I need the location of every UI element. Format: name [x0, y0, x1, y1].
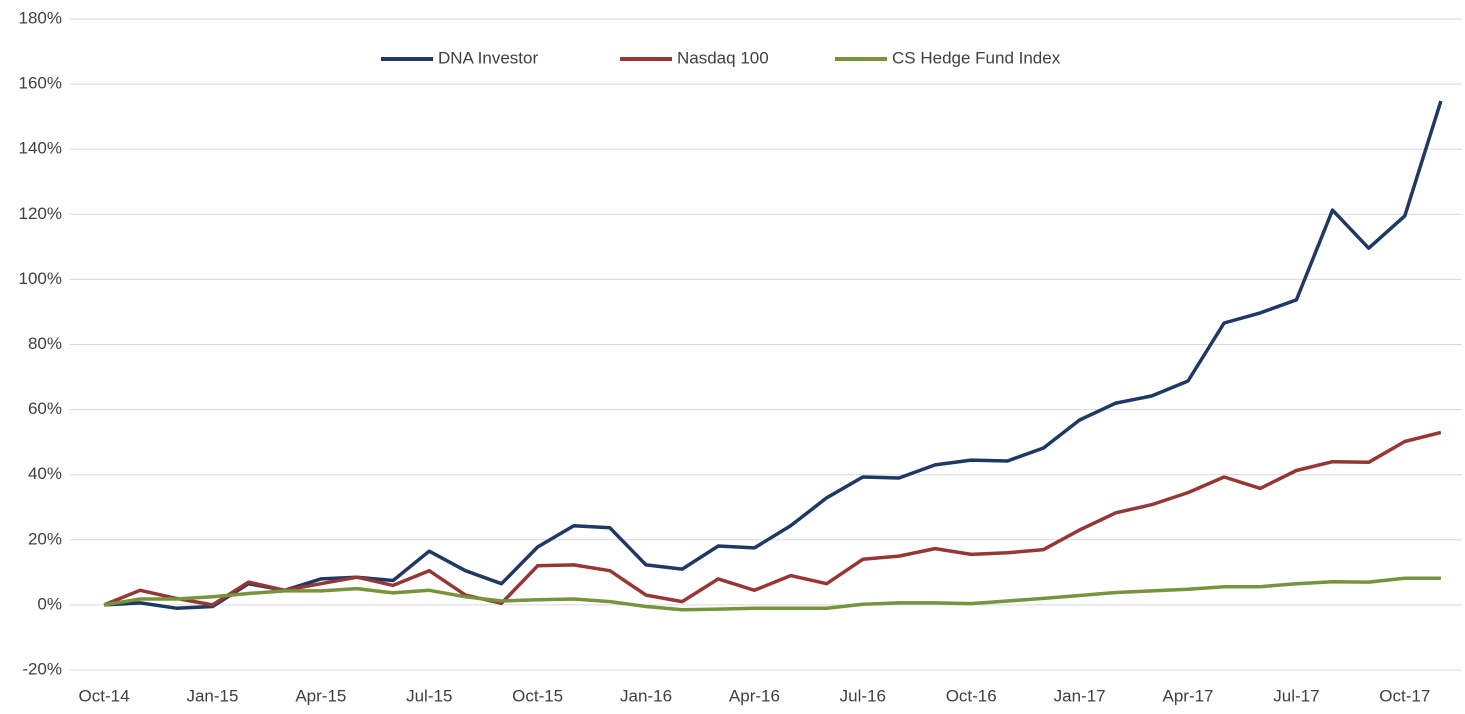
legend-label: Nasdaq 100	[677, 48, 769, 67]
x-tick-label: Jul-16	[840, 686, 886, 705]
y-tick-label: 40%	[28, 464, 62, 483]
series-line	[103, 576, 1441, 612]
x-tick-label: Oct-14	[79, 686, 130, 705]
x-tick-label: Jul-17	[1273, 686, 1319, 705]
y-tick-label: 100%	[19, 269, 62, 288]
y-tick-label: 80%	[28, 334, 62, 353]
x-tick-label: Apr-16	[729, 686, 780, 705]
y-tick-label: 160%	[19, 74, 62, 93]
x-tick-label: Jan-15	[186, 686, 238, 705]
x-tick-label: Apr-15	[295, 686, 346, 705]
y-tick-label: -20%	[22, 659, 62, 678]
y-tick-label: 0%	[37, 594, 62, 613]
x-tick-label: Oct-17	[1379, 686, 1430, 705]
legend-label: CS Hedge Fund Index	[892, 48, 1061, 67]
x-tick-label: Oct-16	[946, 686, 997, 705]
series-line	[103, 430, 1442, 607]
series-line	[104, 100, 1443, 610]
x-tick-label: Jan-16	[620, 686, 672, 705]
y-tick-label: 60%	[28, 399, 62, 418]
legend-label: DNA Investor	[438, 48, 538, 67]
y-tick-label: 20%	[28, 529, 62, 548]
y-tick-label: 140%	[19, 139, 62, 158]
x-tick-label: Oct-15	[512, 686, 563, 705]
x-tick-label: Apr-17	[1162, 686, 1213, 705]
x-tick-label: Jul-15	[406, 686, 452, 705]
y-tick-label: 180%	[19, 8, 62, 27]
x-tick-label: Jan-17	[1054, 686, 1106, 705]
y-tick-label: 120%	[19, 204, 62, 223]
